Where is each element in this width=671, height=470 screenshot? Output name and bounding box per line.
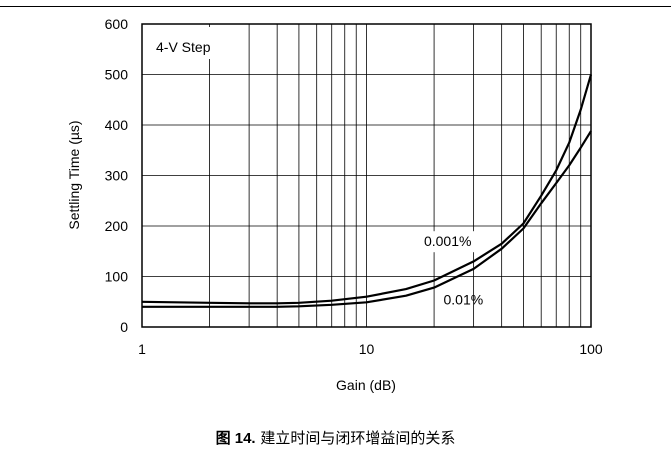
series-labels: 0.001% 0.01% [415, 231, 483, 307]
x-tick-labels: 1 10 100 [138, 341, 603, 357]
annotation-box [143, 27, 228, 59]
figure-caption: 图 14. 建立时间与闭环增益间的关系 [0, 427, 671, 448]
x-tick-label: 1 [138, 341, 146, 357]
y-tick-label: 300 [105, 168, 129, 184]
annotation-text: 4-V Step [156, 39, 211, 55]
series-label-0001pct: 0.001% [424, 233, 471, 249]
y-tick-label: 100 [105, 269, 129, 285]
series-line-0001pct [141, 74, 593, 305]
y-tick-label: 600 [105, 16, 129, 32]
caption-number: 图 14. [215, 430, 256, 447]
series-label-background [415, 231, 480, 253]
series-label-001pct: 0.01% [443, 291, 483, 307]
series-line-001pct [142, 130, 592, 308]
y-tick-label: 0 [120, 319, 128, 335]
plot-frame [141, 23, 592, 328]
x-tick-label: 10 [359, 341, 375, 357]
y-tick-label: 500 [105, 67, 129, 83]
y-axis-label: Settling Time (µs) [66, 120, 82, 229]
grid [142, 24, 591, 327]
x-axis-label: Gain (dB) [336, 377, 396, 393]
y-tick-label: 400 [105, 117, 129, 133]
settling-time-chart: 0 100 200 300 400 500 600 1 10 100 0.001% 0.01% 4… [66, 16, 603, 393]
curves [141, 74, 593, 308]
x-tick-label: 100 [579, 341, 603, 357]
caption-text: 建立时间与闭环增益间的关系 [260, 429, 456, 447]
y-tick-label: 200 [105, 218, 129, 234]
y-tick-labels: 0 100 200 300 400 500 600 [105, 16, 129, 335]
top-rule [0, 6, 671, 7]
